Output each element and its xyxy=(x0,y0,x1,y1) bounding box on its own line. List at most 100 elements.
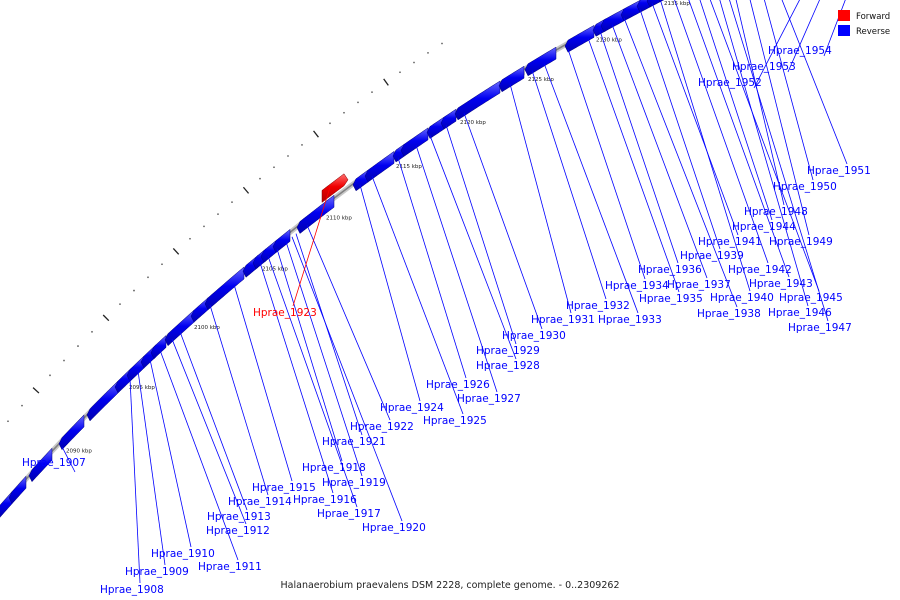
gene-leader-line xyxy=(719,0,809,307)
legend-label-reverse: Reverse xyxy=(856,27,890,37)
gene-label[interactable]: Hprae_1941 xyxy=(698,236,762,248)
gene-label[interactable]: Hprae_1924 xyxy=(380,402,444,414)
gene-feature-reverse[interactable] xyxy=(204,266,245,311)
gene-label[interactable]: Hprae_1919 xyxy=(322,477,386,489)
gene-label[interactable]: Hprae_1918 xyxy=(302,462,366,474)
gene-feature-reverse[interactable] xyxy=(400,127,429,157)
gene-label[interactable]: Hprae_1931 xyxy=(531,314,595,326)
gene-label[interactable]: Hprae_1914 xyxy=(228,496,292,508)
gene-feature-reverse[interactable] xyxy=(620,0,641,22)
gene-feature-reverse[interactable] xyxy=(164,309,195,347)
gene-label[interactable]: Hprae_1925 xyxy=(423,415,487,427)
gene-label[interactable]: Hprae_1935 xyxy=(639,293,703,305)
gene-leader-line xyxy=(233,284,293,482)
gene-feature-reverse[interactable] xyxy=(646,0,661,8)
gene-label[interactable]: Hprae_1953 xyxy=(732,61,796,73)
gene-label[interactable]: Hprae_1951 xyxy=(807,165,871,177)
gene-label[interactable]: Hprae_1939 xyxy=(680,250,744,262)
legend-swatch-reverse xyxy=(838,25,850,36)
gene-label[interactable]: Hprae_1942 xyxy=(728,264,792,276)
gene-label[interactable]: Hprae_1938 xyxy=(697,308,761,320)
gene-feature-reverse[interactable] xyxy=(524,46,557,77)
gene-label[interactable]: Hprae_1911 xyxy=(198,561,262,573)
gene-leader-line xyxy=(291,236,403,522)
gene-feature-reverse[interactable] xyxy=(86,380,119,422)
gene-label[interactable]: Hprae_1932 xyxy=(566,300,630,312)
gene-leader-line xyxy=(292,187,331,307)
gene-label[interactable]: Hprae_1913 xyxy=(207,511,271,523)
gene-label[interactable]: Hprae_1915 xyxy=(252,482,316,494)
gene-feature-reverse[interactable] xyxy=(600,8,625,33)
gene-feature-reverse[interactable] xyxy=(296,194,335,234)
gene-leader-line xyxy=(209,304,269,496)
gene-label[interactable]: Hprae_1936 xyxy=(638,264,702,276)
gene-label[interactable]: Hprae_1943 xyxy=(749,278,813,290)
gene-feature-reverse[interactable] xyxy=(260,240,277,263)
gene-label[interactable]: Hprae_1928 xyxy=(476,360,540,372)
gene-leader-line xyxy=(531,70,607,300)
gene-label[interactable]: Hprae_1933 xyxy=(598,314,662,326)
gene-features xyxy=(0,0,665,518)
gene-leader-line xyxy=(359,184,421,402)
gene-feature-reverse[interactable] xyxy=(564,24,595,53)
gene-feature-reverse[interactable] xyxy=(272,228,291,253)
gene-label[interactable]: Hprae_1910 xyxy=(151,548,215,560)
gene-label[interactable]: Hprae_1944 xyxy=(732,221,796,233)
gene-label[interactable]: Hprae_1947 xyxy=(788,322,852,334)
gene-leader-line xyxy=(285,241,363,477)
gene-label[interactable]: Hprae_1917 xyxy=(317,508,381,520)
gene-label[interactable]: Hprae_1940 xyxy=(710,292,774,304)
gene-label[interactable]: Hprae_1937 xyxy=(667,279,731,291)
dotted-guide-line xyxy=(7,42,443,423)
scale-tick-label: 2125 kbp xyxy=(528,77,554,83)
gene-label[interactable]: Hprae_1920 xyxy=(362,522,426,534)
gene-feature-forward[interactable] xyxy=(321,173,349,203)
gene-label[interactable]: Hprae_1948 xyxy=(744,206,808,218)
gene-label[interactable]: Hprae_1952 xyxy=(698,77,762,89)
gene-label[interactable]: Hprae_1950 xyxy=(773,181,837,193)
gene-leader-line xyxy=(543,63,639,314)
gene-label[interactable]: Hprae_1946 xyxy=(768,307,832,319)
gene-leader-line xyxy=(171,338,247,525)
gene-label[interactable]: Hprae_1923 xyxy=(253,307,317,319)
gene-feature-reverse[interactable] xyxy=(454,80,501,121)
gene-label[interactable]: Hprae_1945 xyxy=(779,292,843,304)
gene-feature-reverse[interactable] xyxy=(126,355,145,382)
gene-leader-line xyxy=(267,255,358,508)
scale-tick-label: 2130 kbp xyxy=(596,38,622,44)
scale-ticks: 2090 kbp 2095 kbp 2100 kbp 2105 kbp 2110 kbp… xyxy=(61,1,690,455)
genome-backbone xyxy=(0,0,652,513)
gene-leader-line xyxy=(415,144,498,393)
gene-label[interactable]: Hprae_1930 xyxy=(502,330,566,342)
gene-label[interactable]: Hprae_1954 xyxy=(768,45,832,57)
gene-label[interactable]: Hprae_1909 xyxy=(125,566,189,578)
gene-label[interactable]: Hprae_1916 xyxy=(293,494,357,506)
gene-leader-line xyxy=(599,30,679,264)
gene-leader-line xyxy=(623,17,738,308)
gene-feature-reverse[interactable] xyxy=(28,447,53,483)
gene-feature-reverse[interactable] xyxy=(440,108,457,130)
gene-label[interactable]: Hprae_1934 xyxy=(605,280,669,292)
gene-leader-line xyxy=(787,0,820,73)
gene-feature-reverse[interactable] xyxy=(426,116,445,139)
gene-label[interactable]: Hprae_1926 xyxy=(426,379,490,391)
gene-feature-reverse[interactable] xyxy=(498,65,525,93)
gene-label[interactable]: Hprae_1921 xyxy=(322,436,386,448)
gene-label[interactable]: Hprae_1929 xyxy=(476,345,540,357)
gene-label[interactable]: Hprae_1907 xyxy=(22,457,86,469)
gene-feature-reverse[interactable] xyxy=(8,475,27,505)
gene-label[interactable]: Hprae_1927 xyxy=(457,393,521,405)
gene-label[interactable]: Hprae_1908 xyxy=(100,584,164,596)
scale-tick-label: 2090 kbp xyxy=(66,449,92,455)
legend-label-forward: Forward xyxy=(856,12,890,22)
gene-feature-reverse[interactable] xyxy=(190,297,209,323)
gene-label[interactable]: Hprae_1922 xyxy=(350,421,414,433)
gene-label[interactable]: Hprae_1912 xyxy=(206,525,270,537)
scale-tick-label: 2105 kbp xyxy=(262,266,288,272)
gene-leader-line xyxy=(276,248,343,462)
gene-feature-reverse[interactable] xyxy=(58,414,85,451)
gene-label[interactable]: Hprae_1949 xyxy=(769,236,833,248)
gene-feature-reverse[interactable] xyxy=(364,150,395,183)
gene-labels: Hprae_1907 Hprae_1908 Hprae_1909 Hprae_1910… xyxy=(22,0,871,596)
gene-leader-line xyxy=(397,157,467,379)
